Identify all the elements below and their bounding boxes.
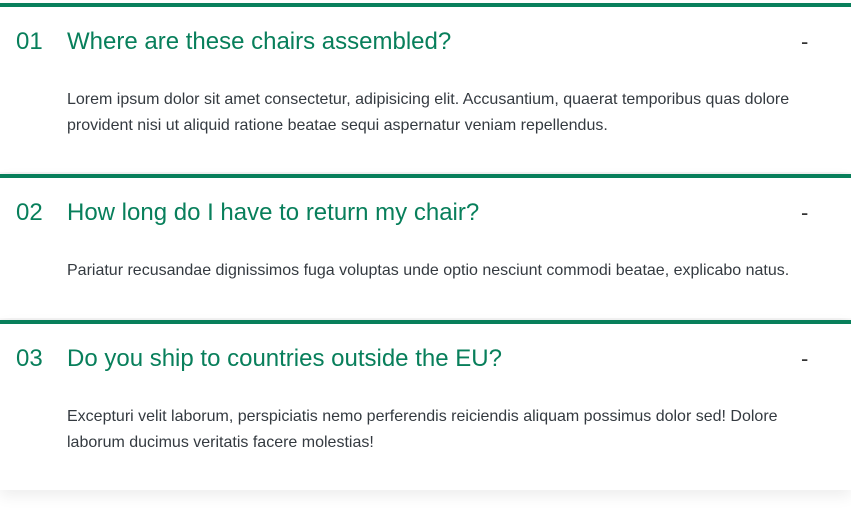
- faq-item-header[interactable]: 03 Do you ship to countries outside the …: [0, 324, 851, 384]
- faq-item-number: 01: [16, 28, 43, 55]
- faq-item-1: 01 Where are these chairs assembled? - L…: [0, 3, 851, 172]
- minus-icon[interactable]: -: [801, 200, 809, 225]
- faq-item-header[interactable]: 01 Where are these chairs assembled? -: [0, 7, 851, 67]
- faq-item-number: 03: [16, 345, 43, 372]
- faq-item-header[interactable]: 02 How long do I have to return my chair…: [0, 178, 851, 238]
- minus-icon[interactable]: -: [801, 346, 809, 371]
- faq-item-question[interactable]: Where are these chairs assembled?: [67, 28, 452, 55]
- faq-item-answer: Pariatur recusandae dignissimos fuga vol…: [67, 262, 790, 279]
- faq-item-question[interactable]: Do you ship to countries outside the EU?: [67, 345, 502, 372]
- faq-item-2: 02 How long do I have to return my chair…: [0, 174, 851, 318]
- faq-item-3: 03 Do you ship to countries outside the …: [0, 320, 851, 490]
- faq-item-answer: Excepturi velit laborum, perspiciatis ne…: [67, 408, 778, 451]
- faq-item-number: 02: [16, 199, 43, 226]
- faq-item-answer: Lorem ipsum dolor sit amet consectetur, …: [67, 91, 790, 134]
- faq-item-question[interactable]: How long do I have to return my chair?: [67, 199, 480, 226]
- minus-icon[interactable]: -: [801, 29, 809, 54]
